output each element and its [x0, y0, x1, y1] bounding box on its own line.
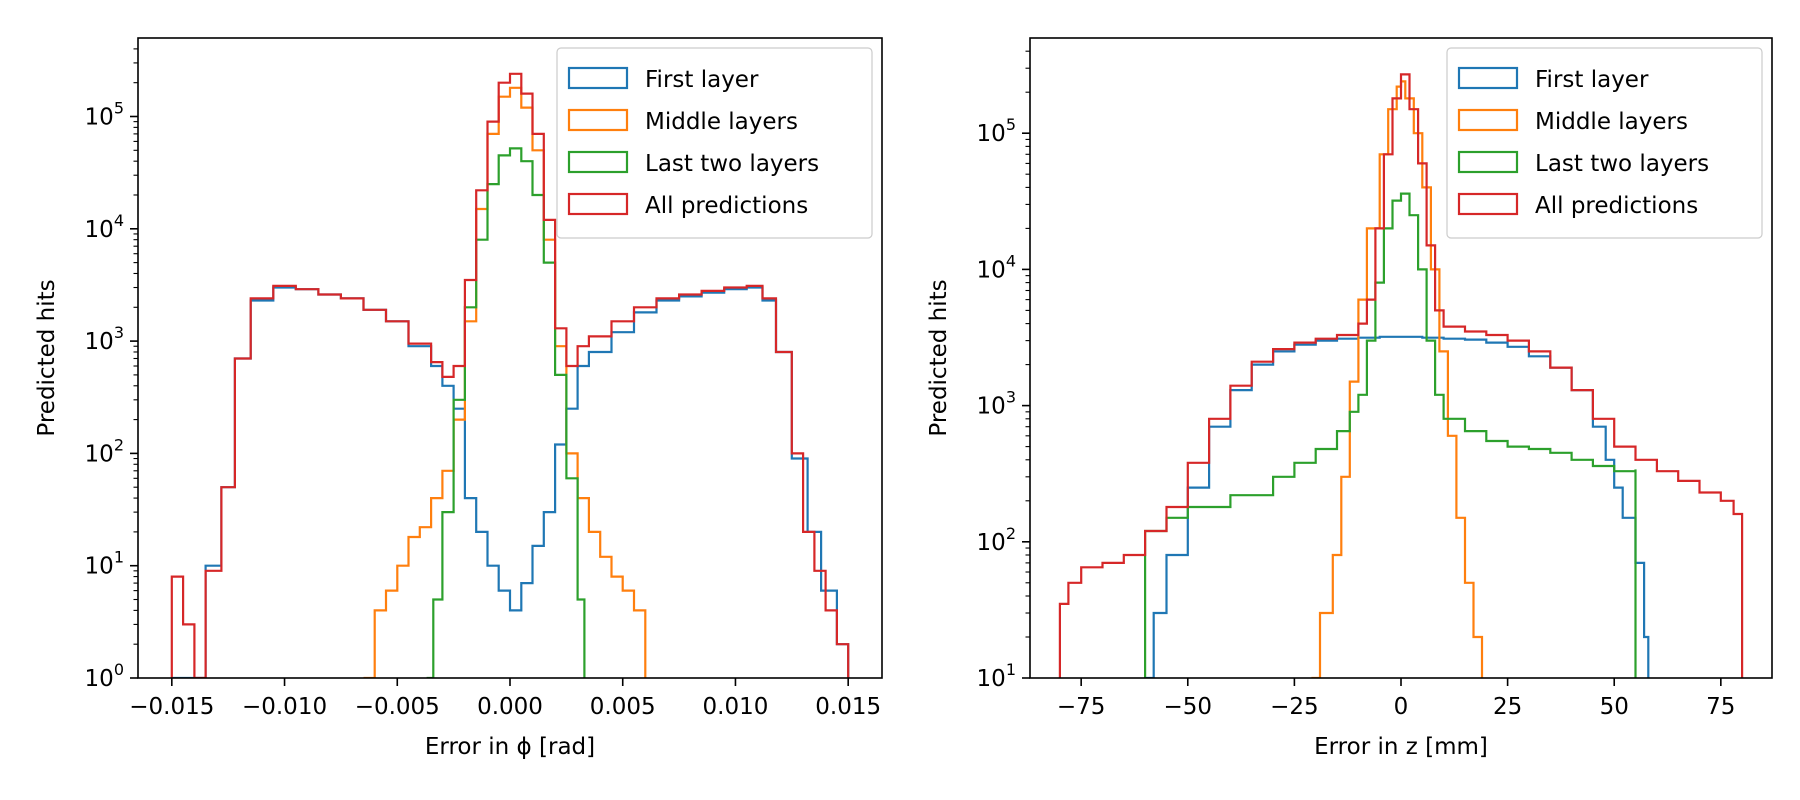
x-tick-label: 0.000 — [477, 694, 543, 720]
y-tick-label: 101 — [977, 660, 1016, 692]
series-line-first-layer — [171, 286, 850, 678]
legend-swatch — [567, 66, 629, 90]
y-tick-label: 103 — [977, 388, 1016, 420]
legend-label: Middle layers — [645, 109, 798, 135]
y-axis-label: Predicted hits — [34, 279, 60, 436]
y-tick-label: 105 — [85, 98, 124, 130]
legend: First layer Middle layers Last two layers A… — [1446, 47, 1763, 239]
y-tick-label: 100 — [85, 660, 124, 692]
x-axis-label: Error in ϕ [rad] — [425, 734, 595, 760]
y-tick-label: 102 — [85, 435, 124, 467]
series-group — [1058, 73, 1744, 678]
legend-swatch — [1457, 108, 1519, 132]
y-axis-label: Predicted hits — [926, 279, 952, 436]
legend-swatch — [567, 150, 629, 174]
legend-swatch — [1457, 66, 1519, 90]
x-tick-label: 25 — [1493, 694, 1522, 720]
x-tick-label: 0.010 — [703, 694, 769, 720]
legend-label: Last two layers — [1535, 151, 1709, 177]
legend-box — [1446, 47, 1763, 239]
y-tick-label: 103 — [85, 323, 124, 355]
series-line-all-predictions — [1058, 73, 1744, 678]
legend-label: Middle layers — [1535, 109, 1688, 135]
x-tick-label: 0 — [1394, 694, 1409, 720]
x-axis-label: Error in z [mm] — [1314, 734, 1488, 760]
legend-swatch — [567, 192, 629, 216]
y-tick-label: 105 — [977, 115, 1016, 147]
x-tick-label: −50 — [1164, 694, 1213, 720]
y-tick-label: 104 — [977, 251, 1016, 283]
chart-panel-0: −0.015 −0.010 −0.005 0.000 0.005 0.010 0.015 10… — [34, 37, 883, 760]
x-tick-label: −0.005 — [355, 694, 440, 720]
chart-panel-1: −75 −50 −25 0 25 50 75 101 102 103 104 105 Error in … — [926, 37, 1773, 760]
series-line-middle-layers — [363, 86, 647, 678]
legend-swatch — [1457, 150, 1519, 174]
y-tick-label: 104 — [85, 211, 124, 243]
legend-label: First layer — [645, 67, 759, 93]
x-tick-label: −0.010 — [242, 694, 327, 720]
legend-label: All predictions — [1535, 193, 1698, 219]
series-line-first-layer — [1145, 335, 1650, 678]
legend-label: All predictions — [645, 193, 808, 219]
x-tick-label: 75 — [1706, 694, 1735, 720]
series-line-last-two-layers — [1144, 192, 1637, 678]
legend: First layer Middle layers Last two layers A… — [556, 47, 873, 239]
legend-box — [556, 47, 873, 239]
series-group — [170, 72, 850, 678]
y-tick-label: 101 — [85, 548, 124, 580]
legend-swatch — [567, 108, 629, 132]
x-tick-label: −0.015 — [129, 694, 214, 720]
series-line-last-two-layers — [426, 147, 586, 678]
x-tick-label: 0.005 — [590, 694, 656, 720]
x-tick-label: 0.015 — [815, 694, 881, 720]
legend-swatch — [1457, 192, 1519, 216]
x-tick-label: −25 — [1270, 694, 1319, 720]
x-tick-label: −75 — [1057, 694, 1106, 720]
y-tick-label: 102 — [977, 524, 1016, 556]
legend-label: First layer — [1535, 67, 1649, 93]
legend-label: Last two layers — [645, 151, 819, 177]
series-line-all-predictions — [170, 72, 850, 678]
x-tick-label: 50 — [1600, 694, 1629, 720]
